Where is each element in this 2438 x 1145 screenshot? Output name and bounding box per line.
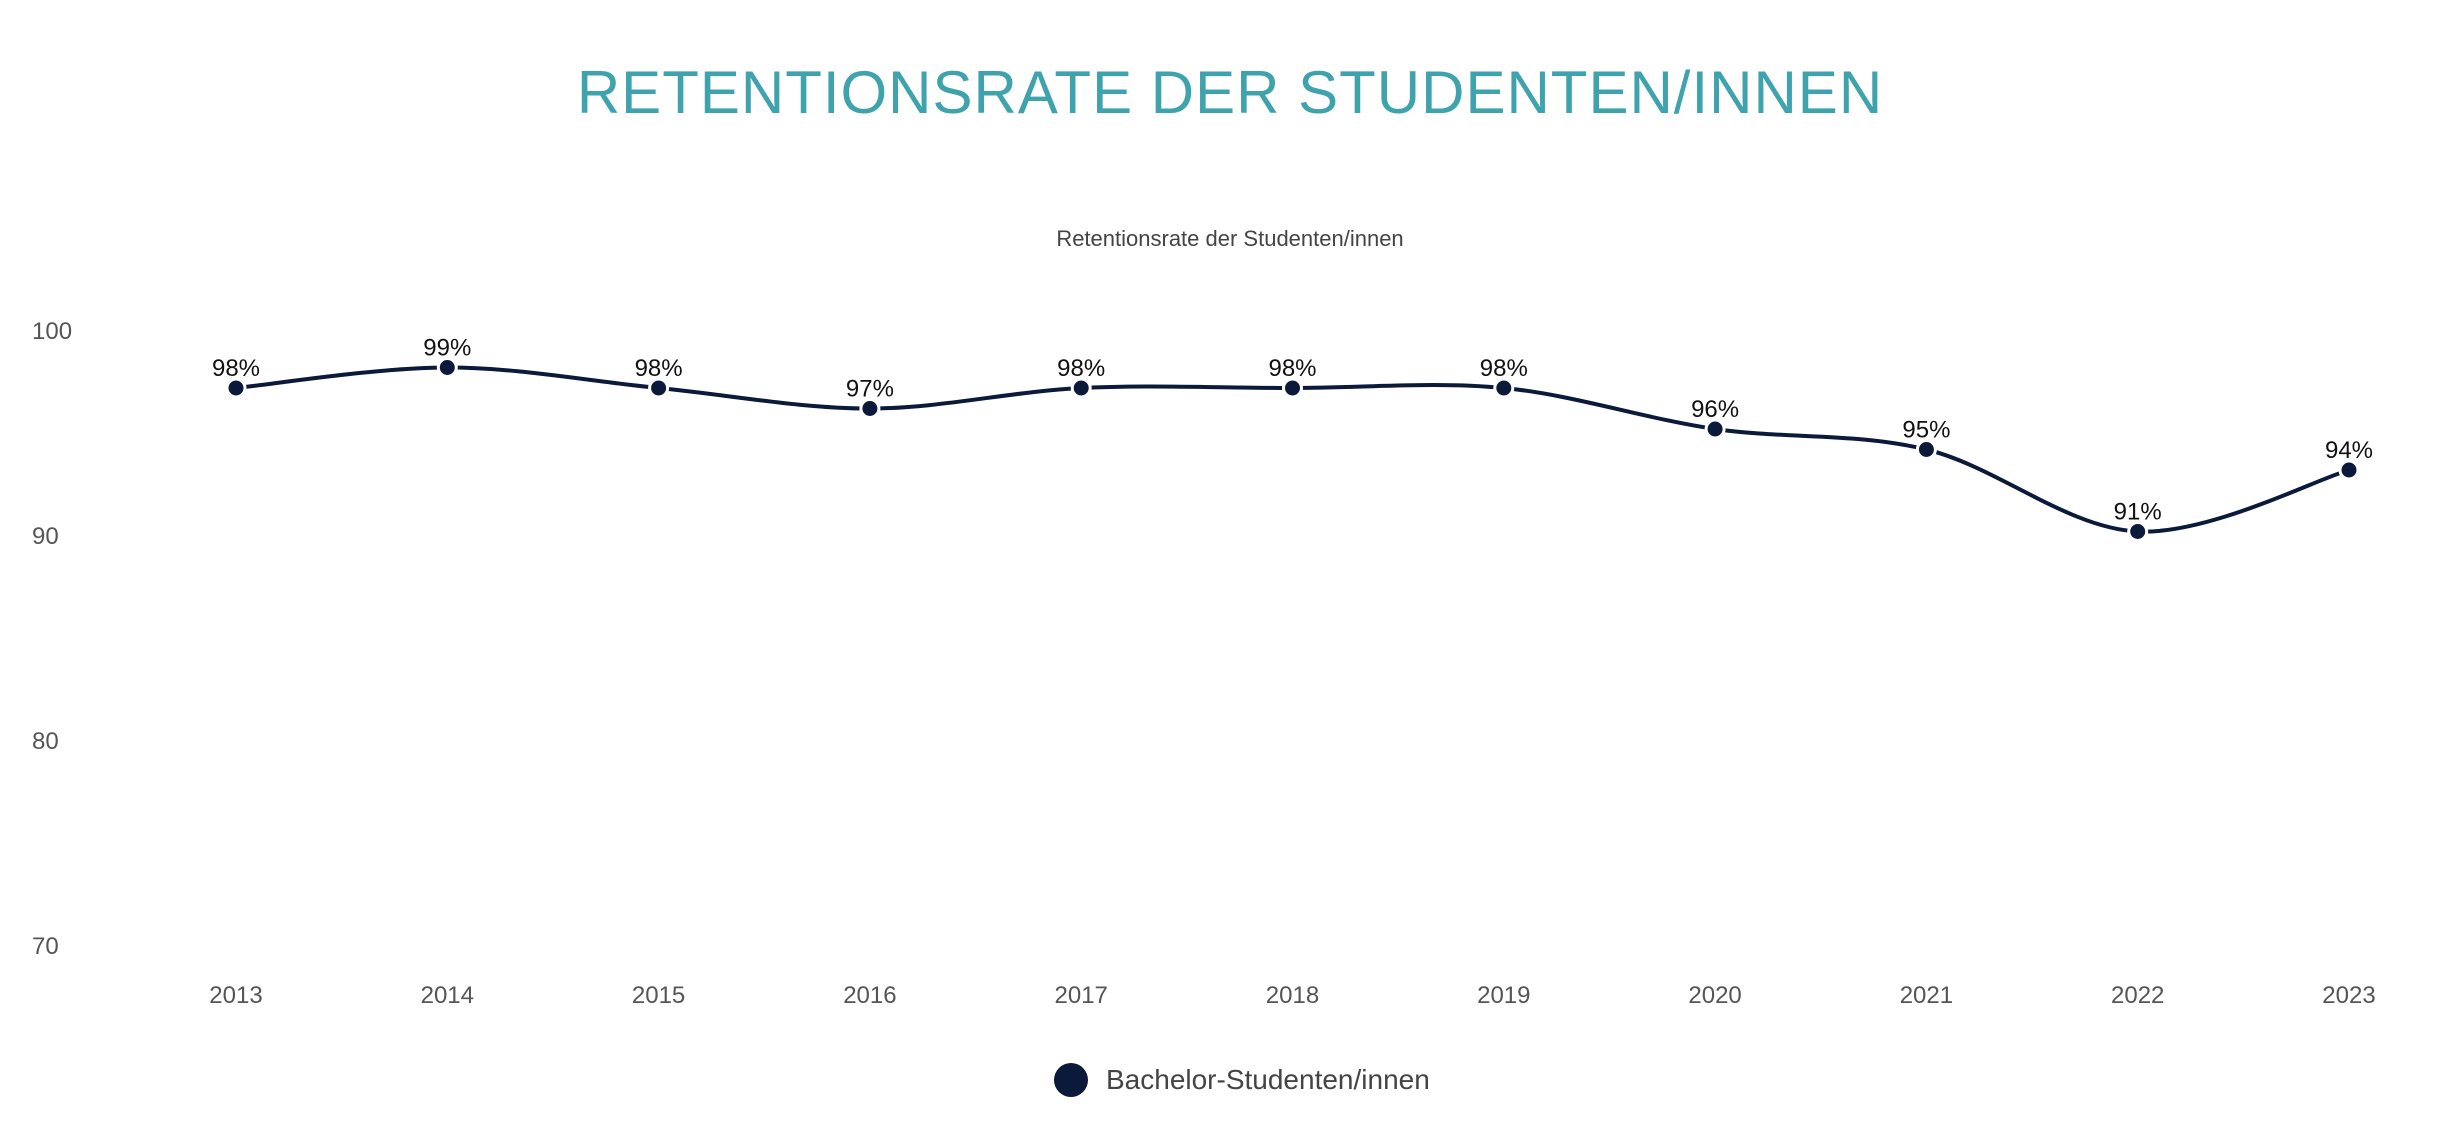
data-label: 99% — [423, 335, 471, 362]
data-point — [1493, 377, 1515, 399]
data-label: 98% — [1480, 355, 1528, 382]
legend-label: Bachelor-Studenten/innen — [1106, 1064, 1430, 1095]
data-point — [1282, 377, 1303, 399]
data-label: 94% — [2325, 437, 2373, 464]
data-label: 98% — [1268, 355, 1316, 382]
data-point — [859, 398, 881, 419]
data-point — [1070, 377, 1092, 399]
data-label: 98% — [212, 355, 260, 382]
x-tick-label: 2017 — [1055, 982, 1108, 1009]
data-point — [2338, 459, 2360, 481]
chart-title: RETENTIONSRATE DER STUDENTEN/INNEN — [576, 59, 1884, 126]
x-tick-label: 2021 — [1900, 982, 1953, 1009]
x-tick-label: 2013 — [209, 982, 262, 1009]
data-label: 96% — [1691, 396, 1739, 423]
x-tick-label: 2018 — [1266, 982, 1319, 1009]
legend[interactable]: Bachelor-Studenten/innen — [1054, 1063, 1430, 1097]
data-point — [1704, 418, 1726, 440]
x-tick-label: 2022 — [2111, 982, 2164, 1009]
data-point — [225, 377, 247, 399]
data-label: 95% — [1902, 417, 1950, 444]
y-tick-label: 80 — [32, 728, 59, 755]
y-tick-label: 70 — [32, 933, 59, 960]
data-label: 98% — [635, 355, 683, 382]
data-point — [648, 377, 670, 399]
data-label: 91% — [2114, 499, 2162, 526]
data-label: 98% — [1057, 355, 1105, 382]
x-tick-label: 2014 — [421, 982, 474, 1009]
data-point — [2127, 521, 2149, 542]
legend-marker-icon — [1054, 1063, 1088, 1097]
chart-subtitle: Retentionsrate der Studenten/innen — [1056, 226, 1404, 251]
data-point — [436, 357, 458, 378]
y-tick-label: 100 — [32, 318, 72, 345]
data-label: 97% — [846, 376, 894, 403]
x-tick-label: 2023 — [2322, 982, 2375, 1009]
data-point — [1915, 439, 1937, 460]
x-tick-label: 2016 — [843, 982, 896, 1009]
y-tick-label: 90 — [32, 523, 59, 550]
x-tick-label: 2015 — [632, 982, 685, 1009]
x-tick-label: 2019 — [1477, 982, 1530, 1009]
x-tick-label: 2020 — [1688, 982, 1741, 1009]
